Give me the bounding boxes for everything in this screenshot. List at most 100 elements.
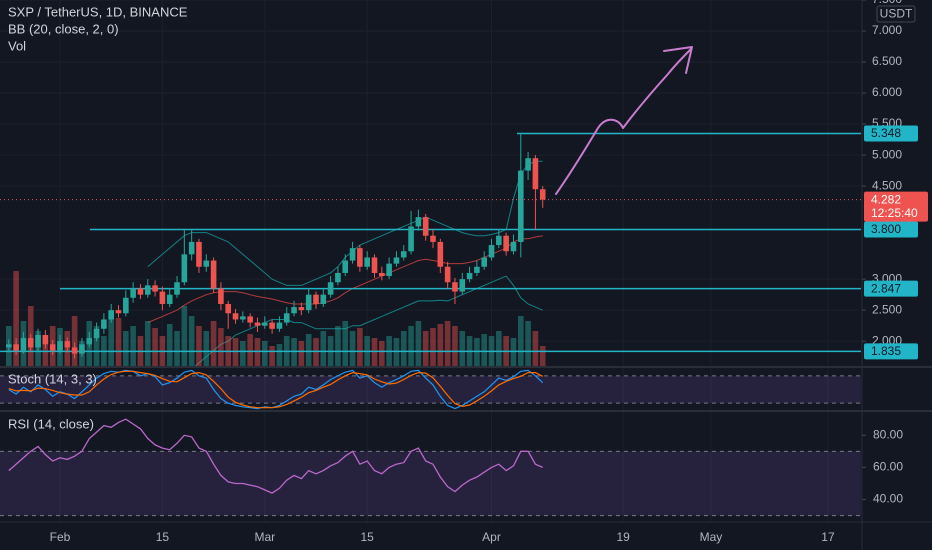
volume-bar — [422, 331, 429, 366]
volume-bar — [123, 331, 129, 366]
volume-bar — [13, 271, 19, 366]
bb-legend: BB (20, close, 2, 0) — [8, 21, 119, 36]
candle-body — [379, 272, 385, 277]
candle-body — [517, 170, 524, 242]
volume-bar — [218, 328, 224, 366]
level-label: 5.348 — [871, 126, 901, 140]
level-label-box — [864, 343, 918, 360]
rsi-line — [8, 418, 543, 494]
volume-bar — [517, 316, 524, 366]
volume-bar — [342, 321, 349, 366]
candle-body — [130, 288, 136, 298]
candle-body — [313, 294, 319, 304]
x-tick-label: 15 — [156, 530, 170, 544]
candle-body — [188, 241, 195, 255]
volume-bar — [335, 326, 341, 366]
candle-body — [298, 307, 305, 311]
candle-body — [393, 257, 400, 264]
candle-body — [232, 313, 239, 320]
x-tick-label: Mar — [254, 530, 275, 544]
candle-body — [291, 307, 297, 314]
candle-body — [57, 341, 63, 351]
candle-body — [49, 344, 56, 351]
candle-body — [466, 272, 473, 280]
volume-bar — [269, 346, 275, 366]
volume-bar — [496, 331, 502, 366]
candle-body — [371, 257, 378, 273]
candle-body — [444, 266, 451, 283]
candle-body — [144, 285, 151, 295]
price-pane — [0, 132, 861, 366]
stoch-legend: Stoch (14, 3, 3) — [8, 371, 97, 386]
rsi-pane — [0, 418, 861, 517]
x-tick-label: 17 — [821, 530, 835, 544]
candle-body — [539, 189, 546, 200]
volume-bar — [247, 334, 253, 366]
currency-box[interactable] — [876, 5, 916, 23]
level-label-box — [864, 221, 918, 238]
volume-bar — [349, 331, 356, 366]
candle-body — [430, 235, 436, 242]
drawn-arrow — [555, 46, 693, 195]
stoch-pane — [0, 369, 861, 410]
candle-body — [327, 282, 334, 295]
candle-body — [415, 217, 422, 227]
x-tick-label: Apr — [482, 530, 501, 544]
volume-bar — [240, 341, 246, 366]
candle-body — [459, 279, 466, 292]
volume-bar — [481, 334, 488, 366]
candle-body — [159, 291, 166, 304]
volume-bar — [130, 326, 136, 366]
grid-layer — [0, 0, 861, 522]
volume-bar — [320, 331, 327, 366]
volume-bar — [71, 316, 78, 366]
candle-body — [400, 251, 407, 258]
stoch-k-line — [8, 369, 544, 410]
volume-bar — [93, 326, 100, 366]
candle-body — [42, 334, 49, 345]
rsi-tick-label: 40.00 — [873, 492, 903, 506]
x-tick-label: May — [700, 530, 723, 544]
volume-bar — [276, 344, 283, 366]
y-tick-label: 7.000 — [872, 23, 902, 37]
rsi-tick-label: 80.00 — [873, 427, 903, 441]
volume-bar — [444, 321, 451, 366]
candle-body — [86, 338, 93, 345]
volume-bar — [203, 331, 210, 366]
y-tick-label: 7.500 — [872, 0, 902, 6]
volume-bar — [539, 346, 546, 366]
rsi-legend: RSI (14, close) — [8, 416, 94, 431]
volume-bar — [210, 321, 217, 366]
volume-bar — [188, 316, 195, 366]
candle-body — [210, 260, 217, 289]
volume-bar — [357, 328, 363, 366]
candle-body — [357, 248, 363, 267]
volume-bar — [408, 326, 414, 366]
candle-body — [335, 272, 341, 283]
candle-body — [254, 322, 261, 326]
volume-bar — [144, 321, 151, 366]
symbol-title: SXP / TetherUS, 1D, BINANCE — [8, 4, 188, 19]
candle-body — [123, 297, 129, 314]
candle-body — [496, 235, 502, 246]
candle-body — [13, 344, 19, 351]
currency[interactable]: USDT — [880, 7, 913, 21]
vol-legend: Vol — [8, 38, 26, 53]
volume-bar — [415, 321, 422, 366]
y-tick-label: 2.500 — [872, 302, 902, 316]
volume-bar — [298, 341, 305, 366]
volume-bar — [181, 306, 188, 366]
axis-layer: Feb 15 Mar 15 Apr 19 May 17 7.500 7.000 6.500 6.000… — [50, 0, 928, 544]
x-tick-label: 15 — [361, 530, 375, 544]
candle-body — [218, 288, 224, 304]
candle-body — [20, 338, 27, 351]
candle-body — [276, 322, 283, 329]
volume-bar — [152, 328, 158, 366]
candle-body — [108, 310, 114, 320]
candle-body — [240, 316, 246, 320]
candle-body — [64, 341, 71, 348]
volume-bar — [437, 324, 444, 366]
candle-body — [166, 294, 173, 304]
